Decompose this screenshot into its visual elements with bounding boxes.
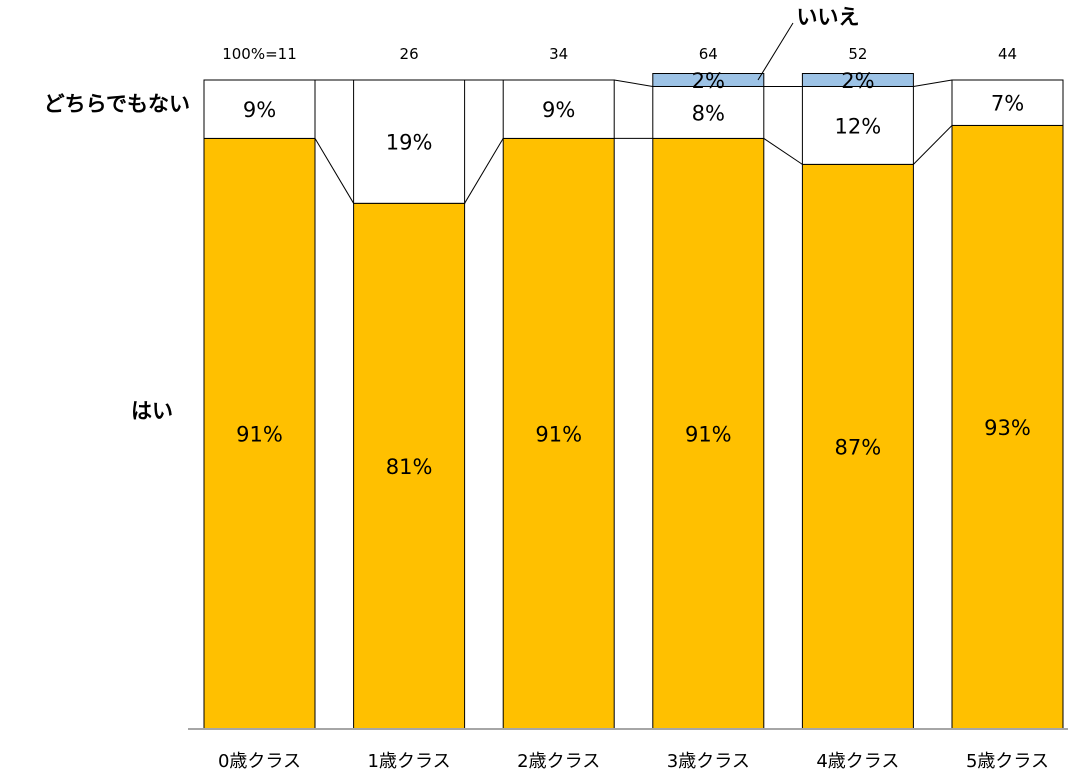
x-tick-label-0: 0歳クラス [218,751,301,772]
legend-leader-iie [757,22,794,81]
x-tick-label-4: 4歳クラス [816,751,899,772]
data-label-4-series-1: 12% [835,114,882,138]
bars [203,73,1064,730]
total-label-0: 100%=11 [222,45,297,63]
total-label-2: 34 [549,45,568,63]
data-label-4-series-0: 87% [835,436,882,460]
x-tick-label-2: 2歳クラス [517,751,600,772]
data-label-2-series-1: 9% [542,98,575,122]
data-label-4-series-2: 2% [841,69,874,93]
connector-2-1 [614,79,653,87]
data-label-1-series-1: 19% [386,131,433,155]
bar-3-series-1 [652,85,765,139]
connector-lines [314,79,953,204]
x-tick-label-3: 3歳クラス [667,751,750,772]
x-tick-label-5: 5歳クラス [966,751,1049,772]
data-label-5-series-0: 93% [984,416,1031,440]
bar-3-series-2 [652,73,765,87]
total-label-5: 44 [998,45,1017,63]
data-label-3-series-1: 8% [692,101,725,125]
data-labels: 91% 9% 100%=11 0歳クラス 81% 19% 26 1歳クラス 91% 9% 34 2歳ク… [218,45,1049,772]
legend-label-hai: はい [131,399,173,423]
data-label-3-series-0: 91% [685,423,732,447]
bar-2-series-1 [502,79,615,139]
connector-1-0 [464,138,504,204]
total-label-1: 26 [400,45,419,63]
bar-5-series-1 [951,79,1064,126]
bar-5-series-0 [951,124,1064,730]
data-label-5-series-1: 7% [991,92,1024,116]
bar-2-series-0 [502,137,615,730]
data-label-0-series-1: 9% [243,98,276,122]
connector-4-1 [913,79,953,87]
data-label-3-series-2: 2% [692,69,725,93]
bar-4-series-2 [801,73,914,87]
bar-4-series-1 [801,85,914,165]
data-label-0-series-0: 91% [236,423,283,447]
data-label-2-series-0: 91% [535,423,582,447]
bar-4-series-0 [801,163,914,730]
x-tick-label-1: 1歳クラス [368,751,451,772]
connector-0-0 [314,138,355,204]
total-label-4: 52 [848,45,867,63]
bar-0-series-1 [203,79,316,139]
legend-label-iie: いいえ [797,5,860,29]
total-label-3: 64 [699,45,718,63]
data-label-1-series-0: 81% [386,455,433,479]
legend-label-dochira: どちらでもない [44,92,190,116]
bar-1-series-1 [353,79,466,204]
bar-3-series-0 [652,137,765,730]
connector-4-0 [913,125,953,165]
connector-3-0 [763,137,803,165]
